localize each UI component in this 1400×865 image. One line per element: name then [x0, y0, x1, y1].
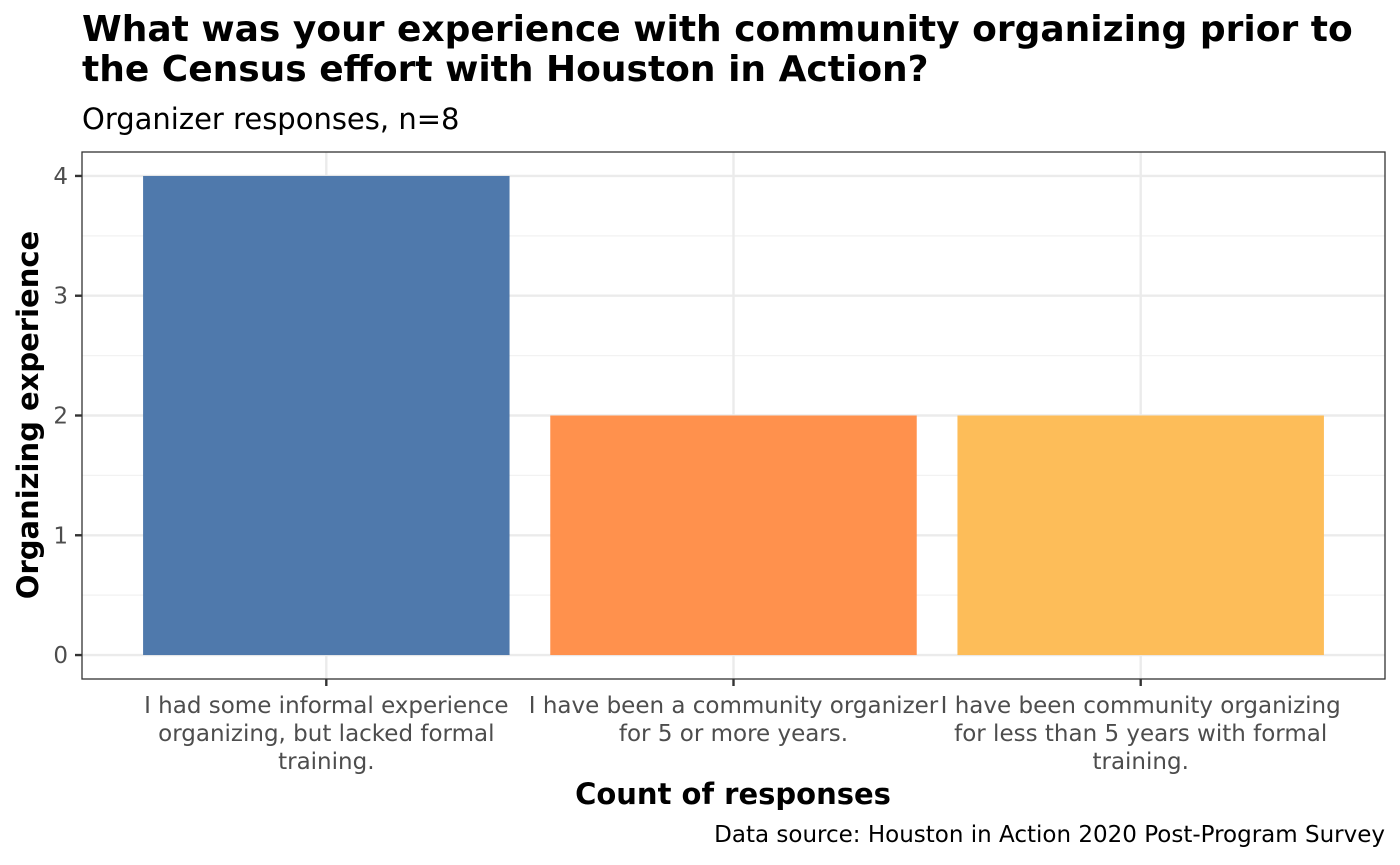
chart-title-line-1: What was your experience with community … [82, 10, 1353, 50]
x-tick-label-line: organizing, but lacked formal [158, 721, 494, 747]
data-source-caption: Data source: Houston in Action 2020 Post… [714, 822, 1385, 848]
bar-3 [957, 415, 1324, 656]
x-tick-label-line: for less than 5 years with formal [954, 721, 1327, 747]
y-axis-label: Organizing experience [11, 230, 45, 600]
x-tick-label-line: I had some informal experience [144, 693, 508, 719]
x-tick-label: I had some informal experience organizing… [144, 693, 508, 775]
bar-2 [550, 415, 917, 656]
y-tick-label: 2 [53, 404, 68, 430]
x-tick-label: I have been community organizing for less… [941, 693, 1341, 775]
x-tick-label-line: I have been a community organizer [529, 693, 939, 719]
chart-title-line-2: the Census effort with Houston in Action… [82, 49, 929, 90]
x-tick-label-line: training. [278, 749, 374, 775]
chart-subtitle: Organizer responses, n=8 [82, 102, 460, 136]
x-axis-label: Count of responses [575, 777, 891, 811]
y-tick-label: 3 [53, 284, 68, 310]
bar-1 [143, 175, 510, 656]
chart-title: What was your experience with community … [82, 10, 1400, 90]
x-tick-label: I have been a community organizer for 5 o… [529, 693, 939, 747]
y-tick-label: 4 [53, 164, 68, 190]
x-tick-label-line: I have been community organizing [941, 693, 1341, 719]
y-tick-label: 0 [53, 643, 68, 669]
x-tick-label-line: for 5 or more years. [619, 721, 848, 747]
x-tick-label-line: training. [1092, 749, 1188, 775]
y-tick-label: 1 [53, 523, 68, 549]
